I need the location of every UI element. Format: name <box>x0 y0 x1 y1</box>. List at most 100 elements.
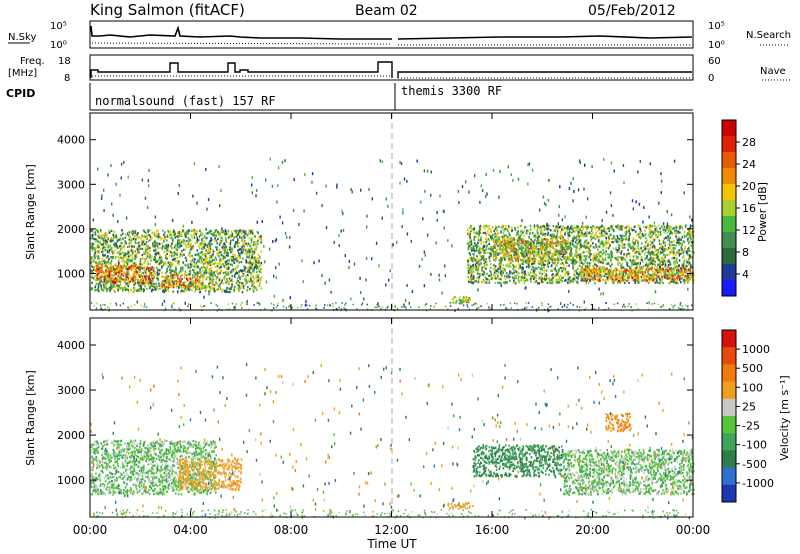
power-echo-cell <box>504 281 507 284</box>
power-echo-cell <box>640 256 643 259</box>
power-echo-cell <box>602 245 605 248</box>
power-echo-cell <box>133 288 136 291</box>
power-echo-cell <box>247 231 250 234</box>
power-echo-cell <box>143 251 145 254</box>
power-echo-cell <box>166 257 168 260</box>
power-echo-cell <box>583 244 585 247</box>
power-echo-cell <box>234 241 237 244</box>
power-echo-cell <box>662 239 665 243</box>
power-echo-cell <box>136 249 139 252</box>
power-echo-cell <box>164 231 166 234</box>
power-echo-cell <box>186 284 189 287</box>
power-echo-cell <box>557 261 559 265</box>
power-echo-cell <box>628 253 631 256</box>
power-echo-cell <box>615 246 617 249</box>
power-echo-cell <box>555 227 557 230</box>
power-echo-cell <box>521 238 524 241</box>
power-echo-cell <box>678 259 681 262</box>
power-echo-cell <box>147 246 149 249</box>
power-echo-cell <box>570 254 572 257</box>
power-echo-cell <box>208 290 210 293</box>
power-echo-cell <box>605 230 607 233</box>
power-echo-cell <box>485 267 487 270</box>
power-echo-cell <box>211 275 213 278</box>
power-echo-cell <box>479 254 481 257</box>
power-echo-cell <box>223 242 225 245</box>
power-echo-cell <box>522 231 524 234</box>
power-echo-cell <box>538 254 541 257</box>
power-echo-cell <box>569 254 571 257</box>
power-echo-cell <box>494 232 496 235</box>
power-echo-cell <box>521 268 524 271</box>
power-echo-cell <box>625 261 628 264</box>
power-echo-cell <box>633 260 635 263</box>
power-echo-cell <box>147 252 149 256</box>
power-echo-cell <box>100 237 103 240</box>
power-echo-cell <box>664 241 667 244</box>
power-echo-cell <box>497 245 500 248</box>
power-echo-cell <box>235 229 237 232</box>
power-echo-cell <box>111 250 113 253</box>
power-echo-cell <box>510 249 512 253</box>
power-echo-cell <box>191 236 194 239</box>
power-echo-cell <box>482 225 485 229</box>
power-echo-cell <box>485 224 488 227</box>
power-echo-cell <box>231 249 234 253</box>
power-echo-cell <box>649 232 652 235</box>
power-echo-cell <box>121 246 123 250</box>
power-echo-cell <box>232 270 235 273</box>
power-echo-cell <box>636 239 639 243</box>
power-echo-cell <box>663 225 666 229</box>
power-echo-cell <box>562 239 564 242</box>
power-echo-cell <box>117 260 120 263</box>
power-echo-cell <box>540 275 543 278</box>
power-echo-cell <box>204 255 207 258</box>
power-echo-cell <box>123 279 125 282</box>
power-echo-cell <box>470 279 473 282</box>
power-echo-cell <box>123 271 125 274</box>
power-echo-cell <box>210 233 213 236</box>
power-echo-cell <box>666 238 669 241</box>
power-echo-cell <box>190 255 192 258</box>
power-echo-cell <box>186 279 189 282</box>
power-echo-cell <box>691 233 693 236</box>
power-echo-cell <box>143 230 146 233</box>
power-echo-cell <box>210 229 213 233</box>
power-echo-cell <box>256 240 258 243</box>
power-echo-cell <box>150 256 153 259</box>
power-echo-cell <box>484 231 486 234</box>
power-echo-cell <box>474 259 477 262</box>
power-echo-cell <box>506 228 508 231</box>
power-echo-cell <box>626 253 628 256</box>
power-echo-cell <box>620 271 622 274</box>
power-echo-cell <box>118 273 120 276</box>
power-echo-cell <box>96 254 98 257</box>
power-echo-cell <box>127 258 129 262</box>
power-echo-cell <box>564 273 566 276</box>
power-echo-cell <box>687 274 689 277</box>
power-echo-cell <box>100 285 103 288</box>
power-echo-cell <box>537 260 540 263</box>
power-echo-cell <box>153 240 156 243</box>
power-echo-cell <box>110 259 113 262</box>
power-echo-cell <box>94 248 96 251</box>
power-echo-cell <box>467 267 469 270</box>
power-echo-cell <box>572 263 574 266</box>
power-echo-cell <box>90 237 92 240</box>
power-echo-cell <box>222 248 224 251</box>
power-echo-cell <box>93 231 95 234</box>
power-echo-cell <box>574 259 577 263</box>
power-echo-cell <box>152 245 154 248</box>
power-echo-cell <box>494 227 497 230</box>
power-echo-cell <box>660 247 663 250</box>
power-echo-cell <box>654 230 657 233</box>
power-echo-cell <box>96 251 99 254</box>
power-echo-cell <box>668 243 671 246</box>
power-echo-cell <box>238 274 241 277</box>
power-echo-cell <box>187 237 190 240</box>
power-echo-cell <box>668 229 670 232</box>
power-echo-cell <box>193 261 195 264</box>
power-echo-cell <box>135 262 137 265</box>
power-echo-cell <box>111 286 113 289</box>
power-echo-cell <box>494 266 497 269</box>
